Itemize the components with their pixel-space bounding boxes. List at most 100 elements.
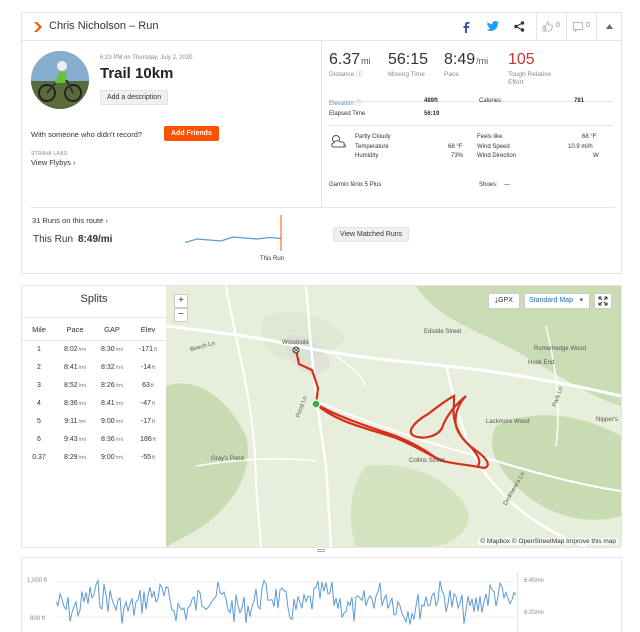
add-friends-button[interactable]: Add Friends <box>164 126 219 141</box>
split-mile-value: 5 <box>37 418 41 425</box>
splits-map-card: Splits Mile Pace GAP Elev 1 8:02/mi 8:30/m… <box>21 285 622 548</box>
this-run-pace: 8:49/mi <box>78 234 113 245</box>
activity-name: Trail 10km <box>100 65 174 82</box>
split-gap-unit: /mi <box>115 419 123 425</box>
collapse-button[interactable] <box>596 13 621 41</box>
split-row[interactable]: 3 8:52/mi 8:26/mi 63ft <box>22 377 166 395</box>
split-mile: 5 <box>22 413 56 431</box>
split-elev-unit: ft <box>152 365 156 371</box>
zoom-in-button[interactable]: + <box>174 294 188 308</box>
effort-value: 105 <box>508 51 535 68</box>
split-mile: 4 <box>22 395 56 413</box>
split-pace-unit: /mi <box>78 455 86 461</box>
comment-icon <box>573 22 583 32</box>
matched-divider <box>31 207 615 208</box>
moving-time-label: Moving Time <box>388 71 425 78</box>
split-elev: 63ft <box>130 377 166 395</box>
split-gap-unit: /mi <box>115 401 123 407</box>
pace-unit: /mi <box>476 56 489 66</box>
cyclist-photo <box>31 51 89 109</box>
view-matched-runs-button[interactable]: View Matched Runs <box>333 227 410 242</box>
info-icon[interactable]: ⓘ <box>356 71 363 78</box>
this-run-marker-label: This Run <box>260 256 285 262</box>
stat-distance: 6.37mi Distance ⓘ <box>329 51 371 79</box>
view-flybys-link[interactable]: View Flybys › <box>31 158 76 167</box>
split-pace-value: 8:29 <box>64 454 78 461</box>
avatar[interactable] <box>31 51 89 109</box>
split-gap-value: 8:30 <box>101 346 115 354</box>
comment-button[interactable]: 0 <box>566 13 596 41</box>
split-mile-value: 1 <box>37 346 41 354</box>
split-gap-value: 8:32 <box>101 364 115 371</box>
place-ediside-street: Ediside Street <box>424 329 462 335</box>
split-gap-unit: /mi <box>115 347 123 354</box>
activity-datetime: 6:23 PM on Thursday, July 2, 2020 <box>100 55 193 61</box>
wind-dir-label: Wind Direction <box>477 153 517 159</box>
split-row[interactable]: 6 9:43/mi 8:36/mi 186ft <box>22 431 166 449</box>
this-run-label: This Run <box>33 234 74 245</box>
effort-label: Tough Relative Effort <box>508 71 551 86</box>
route-map[interactable]: Woodcote Ediside Street Rumerhedge Wood … <box>166 286 621 547</box>
panel-resize-handle[interactable] <box>317 549 325 552</box>
split-gap-unit: /mi <box>115 383 123 389</box>
moving-time-value: 56:15 <box>388 51 429 68</box>
split-pace: 8:52/mi <box>56 377 94 395</box>
calories-label: Calories <box>479 98 502 104</box>
matched-runs-chart <box>185 215 282 251</box>
stats-divider-2 <box>329 125 613 126</box>
route-start-marker <box>311 399 321 409</box>
header-bar: Chris Nicholson – Run 0 0 <box>22 13 621 41</box>
split-pace-unit: /mi <box>78 437 86 443</box>
split-row[interactable]: 5 9:11/mi 9:00/mi -17ft <box>22 413 166 431</box>
split-elev-unit: ft <box>152 455 156 461</box>
elapsed-value: 56:19 <box>424 111 440 117</box>
share-icon[interactable] <box>514 21 525 32</box>
twitter-icon[interactable] <box>487 21 499 32</box>
split-pace-unit: /mi <box>78 401 86 407</box>
chart-right-border <box>517 572 518 632</box>
split-row[interactable]: 1 8:02/mi 8:30/mi -171ft <box>22 341 166 359</box>
zoom-out-button[interactable]: − <box>174 308 188 322</box>
split-mile-value: 6 <box>37 436 41 443</box>
split-gap-unit: /mi <box>115 455 123 461</box>
y-axis-left-top: 1,000 ft <box>27 578 48 584</box>
split-pace: 8:36/mi <box>56 395 94 413</box>
map-style-select[interactable]: Standard Map ▾ <box>524 293 590 309</box>
split-gap-value: 8:36 <box>101 436 115 443</box>
facebook-icon[interactable] <box>461 21 471 33</box>
distance-label: Distance <box>329 71 355 78</box>
place-woodcote: Woodcote <box>282 340 309 346</box>
column-divider <box>321 41 322 207</box>
strava-labs-label: STRAVA LABS <box>31 151 68 157</box>
split-gap: 8:41/mi <box>94 395 130 413</box>
y-axis-right-bottom: 8:20/mi <box>524 610 544 616</box>
temperature-label: Temperature <box>355 144 389 150</box>
splits-title-divider <box>22 317 166 318</box>
stat-pace: 8:49/mi Pace <box>444 51 488 79</box>
split-elev-unit: ft <box>150 383 154 389</box>
split-mile: 0.37 <box>22 449 56 467</box>
split-elev: -14ft <box>130 359 166 377</box>
add-description-button[interactable]: Add a description <box>100 90 169 105</box>
y-axis-left-bottom: 800 ft <box>30 616 46 622</box>
caret-down-icon: ▾ <box>579 297 583 304</box>
split-row[interactable]: 2 8:41/mi 8:32/mi -14ft <box>22 359 166 377</box>
pace-chart[interactable] <box>56 572 516 632</box>
split-pace-value: 8:52 <box>64 382 78 389</box>
split-elev-unit: ft <box>152 401 156 407</box>
map-attribution[interactable]: © Mapbox © OpenStreetMap Improve this ma… <box>478 538 618 545</box>
elevation-label[interactable]: Elevation ⓘ <box>329 101 362 107</box>
fullscreen-button[interactable] <box>594 293 612 309</box>
split-elev-unit: ft <box>153 347 158 354</box>
kudos-button[interactable]: 0 <box>536 13 566 41</box>
split-pace-value: 8:02 <box>64 346 78 354</box>
runs-on-route-link[interactable]: 31 Runs on this route › <box>32 216 108 225</box>
split-row[interactable]: 0.37 8:29/mi 9:00/mi -55ft <box>22 449 166 467</box>
split-gap-unit: /mi <box>115 365 123 371</box>
split-row[interactable]: 4 8:36/mi 8:41/mi -47ft <box>22 395 166 413</box>
split-elev-value: -55 <box>140 454 152 461</box>
split-pace-unit: /mi <box>78 365 86 371</box>
stat-relative-effort[interactable]: 105 Tough Relative Effort <box>508 51 568 87</box>
gpx-download-button[interactable]: ⤓GPX <box>488 293 520 309</box>
thumbs-up-icon <box>542 21 553 32</box>
